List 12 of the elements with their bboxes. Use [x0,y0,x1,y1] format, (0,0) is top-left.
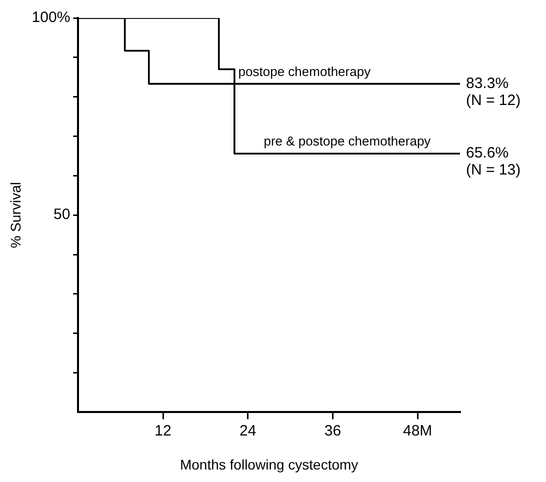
y-axis-title: % Survival [7,182,24,248]
series-label: pre & postope chemotherapy [264,134,432,149]
x-axis-title: Months following cystectomy [180,456,358,472]
x-tick-label: 24 [240,422,256,440]
y-tick-label: 100% [32,9,70,26]
series-label: postope chemotherapy [238,64,372,79]
x-tick-label: 36 [324,422,342,440]
x-tick-label: 48M [402,422,432,440]
y-tick-label: 50 [53,206,70,224]
annotation: 65.6% (N = 13) [466,144,521,179]
annotation: 83.3% (N = 12) [466,74,521,109]
x-tick-label: 12 [154,422,172,440]
